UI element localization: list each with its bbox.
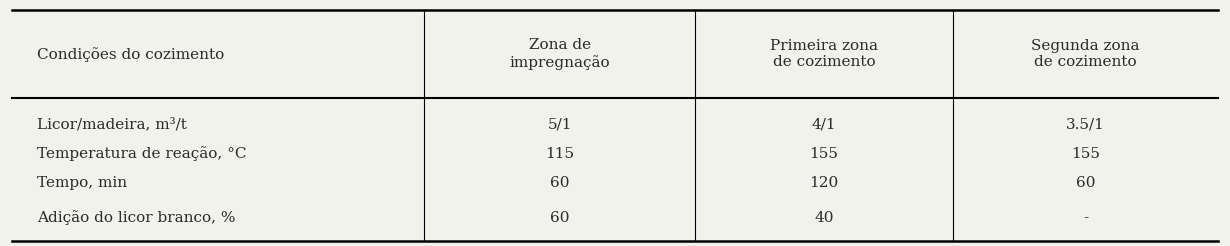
Text: 60: 60 [550, 176, 569, 190]
Text: 155: 155 [1071, 147, 1100, 161]
Text: 155: 155 [809, 147, 839, 161]
Text: 4/1: 4/1 [812, 117, 836, 131]
Text: 5/1: 5/1 [547, 117, 572, 131]
Text: 60: 60 [550, 211, 569, 225]
Text: Temperatura de reação, °C: Temperatura de reação, °C [37, 146, 246, 161]
Text: Segunda zona
de cozimento: Segunda zona de cozimento [1031, 39, 1140, 69]
Text: 3.5/1: 3.5/1 [1066, 117, 1105, 131]
Text: Zona de
impregnação: Zona de impregnação [509, 38, 610, 70]
Text: Tempo, min: Tempo, min [37, 176, 127, 190]
Text: Primeira zona
de cozimento: Primeira zona de cozimento [770, 39, 878, 69]
Text: 115: 115 [545, 147, 574, 161]
Text: Licor/madeira, m³/t: Licor/madeira, m³/t [37, 117, 187, 131]
Text: Adição do licor branco, %: Adição do licor branco, % [37, 210, 235, 225]
Text: -: - [1082, 211, 1089, 225]
Text: 60: 60 [1076, 176, 1095, 190]
Text: 40: 40 [814, 211, 834, 225]
Text: Condições do cozimento: Condições do cozimento [37, 47, 224, 62]
Text: 120: 120 [809, 176, 839, 190]
